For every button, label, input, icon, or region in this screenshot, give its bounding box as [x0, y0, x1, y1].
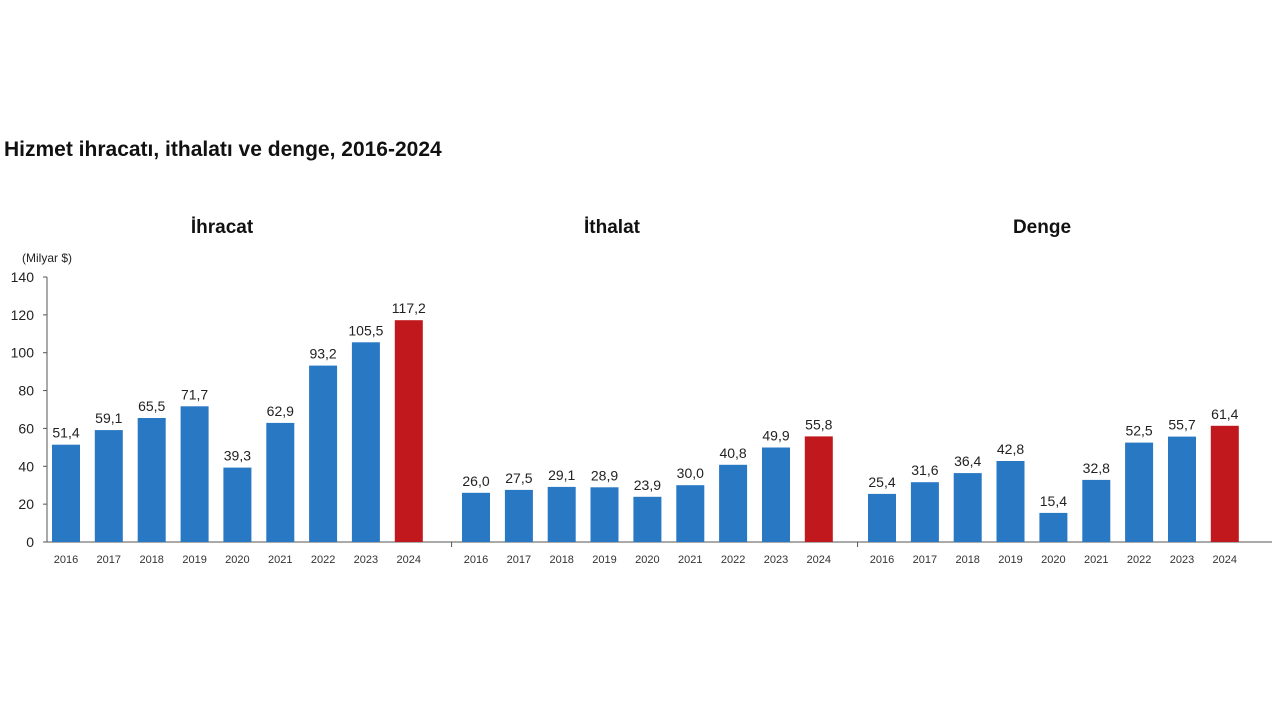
data-label: 40,8 [719, 445, 746, 461]
data-label: 23,9 [634, 477, 661, 493]
x-tick-label: 2021 [678, 554, 702, 566]
data-label: 52,5 [1125, 423, 1152, 439]
panel-title: İthalat [584, 217, 641, 238]
bar [1210, 425, 1239, 542]
bars-layer [52, 320, 1239, 542]
x-tick-label: 2020 [1041, 554, 1065, 566]
bar [394, 320, 423, 542]
data-label: 27,5 [505, 470, 532, 486]
y-unit-label: (Milyar $) [22, 251, 72, 265]
data-label: 62,9 [267, 403, 294, 419]
bar [309, 365, 338, 542]
bar [590, 487, 619, 542]
data-label: 31,6 [911, 462, 938, 478]
x-tick-label: 2018 [955, 554, 979, 566]
y-tick-label: 0 [26, 534, 34, 550]
bar [996, 461, 1025, 542]
bar [910, 482, 939, 542]
y-tick-label: 120 [11, 307, 35, 323]
bar [223, 467, 252, 542]
x-tick-label: 2018 [549, 554, 573, 566]
x-tick-label: 2016 [870, 554, 894, 566]
labels-layer: (Milyar $) 0 20 40 60 80 100 120 140 İhracat 51,4 2… [11, 217, 1239, 566]
panel-title: Denge [1013, 217, 1071, 238]
bar [868, 493, 896, 542]
y-tick-label: 40 [18, 458, 34, 474]
data-label: 65,5 [138, 398, 165, 414]
y-tick-label: 100 [11, 345, 35, 361]
x-tick-label: 2022 [1127, 554, 1151, 566]
y-tick-label: 20 [18, 496, 34, 512]
x-tick-label: 2016 [54, 554, 78, 566]
data-label: 55,7 [1168, 417, 1195, 433]
bar [547, 486, 576, 542]
bar [633, 496, 662, 542]
data-label: 51,4 [52, 425, 79, 441]
x-tick-label: 2021 [268, 554, 292, 566]
data-label: 26,0 [462, 473, 489, 489]
x-tick-label: 2017 [507, 554, 531, 566]
data-label: 117,2 [392, 300, 426, 316]
x-tick-label: 2023 [354, 554, 378, 566]
bar [1125, 442, 1154, 542]
chart-title: Hizmet ihracatı, ithalatı ve denge, 2016… [4, 138, 442, 161]
y-tick-label: 80 [18, 383, 34, 399]
data-label: 25,4 [868, 474, 895, 490]
data-label: 71,7 [181, 386, 208, 402]
bar [1082, 479, 1111, 542]
x-tick-label: 2016 [464, 554, 488, 566]
bar [676, 485, 705, 542]
bar [762, 447, 790, 542]
bar [504, 489, 533, 542]
data-label: 39,3 [224, 448, 251, 464]
data-label: 36,4 [954, 453, 981, 469]
data-label: 61,4 [1211, 406, 1238, 422]
bar [137, 418, 166, 542]
data-label: 55,8 [805, 416, 832, 432]
bar [1039, 512, 1068, 542]
panel-title: İhracat [191, 217, 254, 238]
bar [180, 406, 209, 542]
x-tick-label: 2022 [311, 554, 335, 566]
data-label: 59,1 [95, 410, 122, 426]
y-tick-label: 60 [18, 420, 34, 436]
x-tick-label: 2017 [97, 554, 121, 566]
data-label: 30,0 [677, 465, 704, 481]
data-label: 15,4 [1040, 493, 1067, 509]
x-tick-label: 2022 [721, 554, 745, 566]
data-label: 93,2 [309, 346, 336, 362]
bar [804, 436, 833, 542]
x-tick-label: 2018 [139, 554, 163, 566]
x-tick-label: 2020 [225, 554, 249, 566]
bar [1168, 436, 1196, 542]
data-label: 28,9 [591, 467, 618, 483]
bar [351, 342, 380, 542]
x-tick-label: 2023 [1170, 554, 1194, 566]
x-tick-label: 2017 [913, 554, 937, 566]
x-tick-label: 2024 [1213, 554, 1237, 566]
data-label: 32,8 [1083, 460, 1110, 476]
x-tick-label: 2021 [1084, 554, 1108, 566]
y-tick-label: 140 [11, 269, 35, 285]
bar [94, 430, 123, 542]
bar [719, 464, 748, 542]
data-label: 42,8 [997, 441, 1024, 457]
bar [52, 444, 80, 542]
data-label: 49,9 [762, 428, 789, 444]
bar [462, 492, 490, 542]
x-tick-label: 2019 [592, 554, 616, 566]
x-tick-label: 2020 [635, 554, 659, 566]
x-tick-label: 2024 [397, 554, 421, 566]
x-tick-label: 2024 [807, 554, 831, 566]
bar [953, 473, 982, 542]
x-tick-label: 2023 [764, 554, 788, 566]
bar [266, 422, 295, 542]
x-tick-label: 2019 [182, 554, 206, 566]
data-label: 105,5 [348, 322, 383, 338]
data-label: 29,1 [548, 467, 575, 483]
x-tick-label: 2019 [998, 554, 1022, 566]
